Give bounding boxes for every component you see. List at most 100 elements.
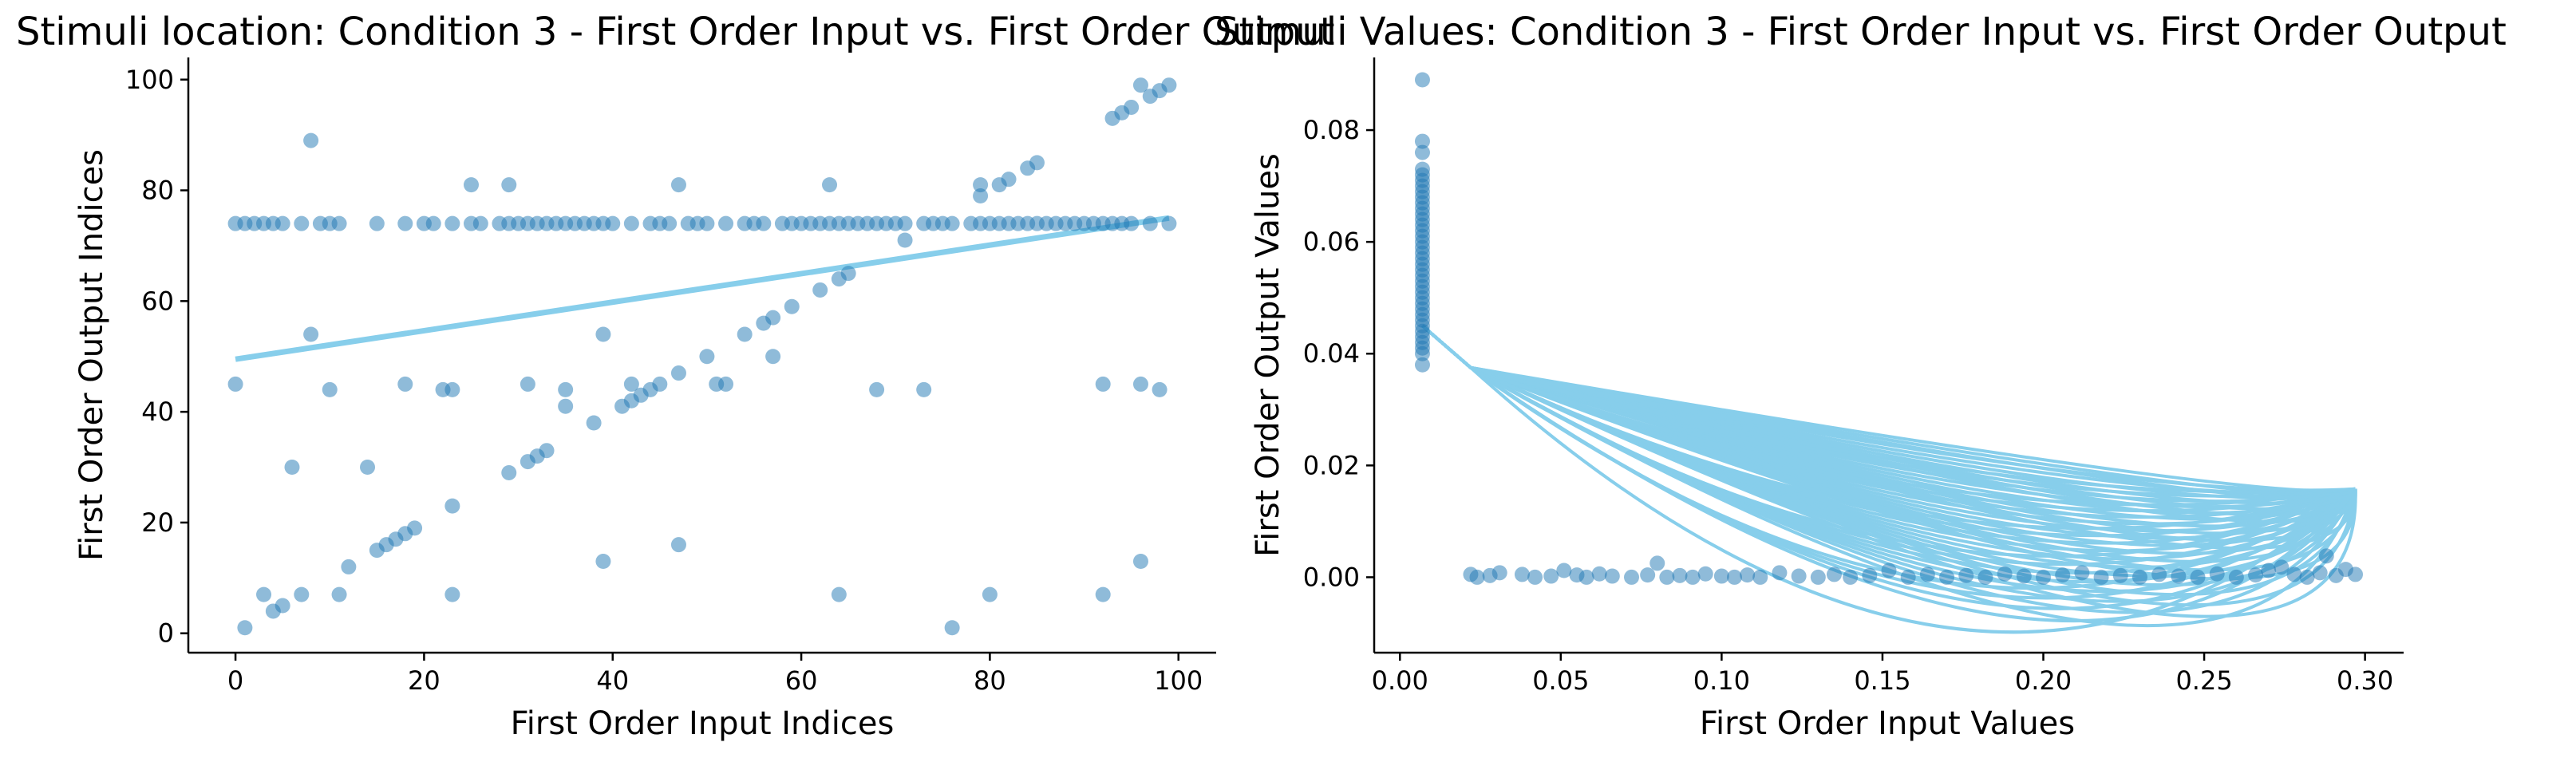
chart-1-data-point: [397, 215, 413, 231]
chart-1-y-tick-label: 100: [125, 65, 174, 95]
chart-2-data-point: [1772, 565, 1788, 581]
chart-1-data-point: [897, 215, 913, 231]
chart-2-x-tick-label: 0.00: [1372, 665, 1428, 696]
chart-2-data-point: [1578, 569, 1594, 585]
chart-1-data-point: [718, 376, 734, 392]
chart-1-data-point: [501, 177, 517, 193]
chart-2-data-point: [1414, 144, 1430, 160]
chart-1-title: Stimuli location: Condition 3 - First Or…: [16, 10, 1334, 54]
chart-1-data-point: [444, 381, 460, 397]
chart-2-points: [1414, 72, 2364, 585]
chart-1-data-point: [558, 381, 574, 397]
chart-2-y-tick-label: 0.06: [1303, 227, 1360, 257]
chart-2-data-point: [1591, 566, 1607, 582]
chart-1-data-point: [1132, 376, 1148, 392]
chart-1-data-point: [322, 381, 338, 397]
chart-1-data-point: [294, 215, 310, 231]
chart-2-x-tick-label: 0.20: [2015, 665, 2072, 696]
chart-2-data-point: [2312, 565, 2328, 581]
chart-1-data-point: [784, 298, 800, 314]
chart-2-data-point: [1469, 569, 1485, 585]
chart-1-data-point: [944, 215, 960, 231]
chart-1-data-point: [256, 586, 272, 602]
stimuli-values-chart: 0.00 0.05 0.10 0.15 0.20 0.25 0.30 0.00 0.02 0.04…: [1215, 10, 2507, 742]
chart-1-data-point: [973, 177, 989, 193]
chart-2-data-point: [2112, 567, 2128, 583]
chart-1-data-point: [331, 586, 347, 602]
chart-2-data-point: [2286, 567, 2302, 582]
chart-1-data-point: [463, 177, 479, 193]
chart-2-fit-curve: [1421, 324, 2356, 494]
chart-1-data-point: [284, 460, 300, 476]
chart-1-data-point: [652, 376, 668, 392]
chart-1-data-point: [520, 376, 535, 392]
chart-1-x-tick-label: 100: [1154, 665, 1203, 696]
chart-2-data-point: [1977, 569, 1993, 585]
chart-1-data-point: [982, 586, 998, 602]
chart-2-data-point: [1881, 563, 1897, 578]
chart-2-data-point: [2132, 569, 2147, 585]
chart-1-data-point: [1161, 215, 1177, 231]
chart-1-data-point: [670, 177, 686, 193]
chart-1-data-point: [294, 586, 310, 602]
chart-1-data-point: [472, 215, 488, 231]
chart-1-x-tick-label: 20: [408, 665, 441, 696]
chart-2-data-point: [1650, 555, 1665, 571]
chart-2-fit-curve: [1421, 324, 2356, 492]
chart-1-y-tick-label: 20: [141, 507, 174, 538]
chart-2-y-tick-label: 0.08: [1303, 115, 1360, 145]
chart-1-data-point: [558, 398, 574, 414]
chart-2-data-point: [2036, 569, 2051, 585]
chart-1-data-point: [1142, 215, 1158, 231]
chart-1-data-point: [425, 215, 441, 231]
chart-2-data-point: [1900, 569, 1916, 585]
chart-1-data-point: [1132, 77, 1148, 93]
chart-2-data-point: [2093, 569, 2109, 585]
chart-2-data-point: [1414, 161, 1430, 177]
chart-1-y-tick-label: 60: [141, 286, 174, 316]
chart-1-data-point: [831, 586, 847, 602]
chart-2-data-point: [1414, 72, 1430, 88]
chart-1-x-tick-label: 0: [227, 665, 243, 696]
chart-1-data-point: [303, 326, 319, 342]
chart-1-axes: 0 20 40 60 80 100 0 20 40 60 80 100: [125, 57, 1216, 696]
chart-2-data-point: [2318, 548, 2334, 564]
chart-2-data-point: [1414, 357, 1430, 373]
chart-1-data-point: [397, 376, 413, 392]
chart-1-y-axis-label: First Order Output Indices: [73, 149, 110, 561]
chart-2-data-point: [1939, 569, 1955, 585]
chart-1-data-point: [501, 464, 517, 480]
chart-2-axes: 0.00 0.05 0.10 0.15 0.20 0.25 0.30 0.00 0.02 0.04…: [1303, 57, 2404, 696]
chart-2-data-point: [1604, 568, 1620, 584]
chart-1-data-point: [595, 326, 611, 342]
chart-1-data-point: [812, 282, 828, 298]
chart-2-data-point: [2171, 568, 2187, 584]
chart-2-data-point: [1791, 568, 1807, 584]
chart-1-data-point: [444, 215, 460, 231]
chart-2-title: Stimuli Values: Condition 3 - First Orde…: [1215, 10, 2507, 54]
chart-1-data-point: [662, 215, 678, 231]
chart-2-data-point: [1697, 566, 1713, 582]
chart-2-data-point: [1727, 569, 1742, 585]
chart-2-fit-curve: [1421, 324, 2357, 526]
chart-1-data-point: [718, 215, 734, 231]
chart-1-data-point: [275, 598, 290, 614]
chart-1-data-point: [737, 326, 753, 342]
chart-2-data-point: [2348, 567, 2364, 582]
chart-2-x-tick-label: 0.25: [2175, 665, 2232, 696]
chart-2-data-point: [1826, 567, 1842, 582]
chart-1-data-point: [765, 310, 781, 326]
chart-2-data-point: [1713, 568, 1729, 584]
chart-2-data-point: [2248, 567, 2264, 583]
chart-1-data-point: [303, 132, 319, 148]
chart-2-data-point: [1527, 569, 1543, 585]
chart-1-data-point: [605, 215, 621, 231]
chart-2-x-tick-label: 0.05: [1532, 665, 1589, 696]
chart-1-data-point: [765, 349, 781, 365]
chart-1-data-point: [756, 215, 772, 231]
chart-2-data-point: [2190, 569, 2206, 585]
chart-2-data-point: [1640, 567, 1656, 583]
chart-1-y-tick-label: 0: [158, 618, 174, 649]
chart-1-x-tick-label: 40: [596, 665, 629, 696]
